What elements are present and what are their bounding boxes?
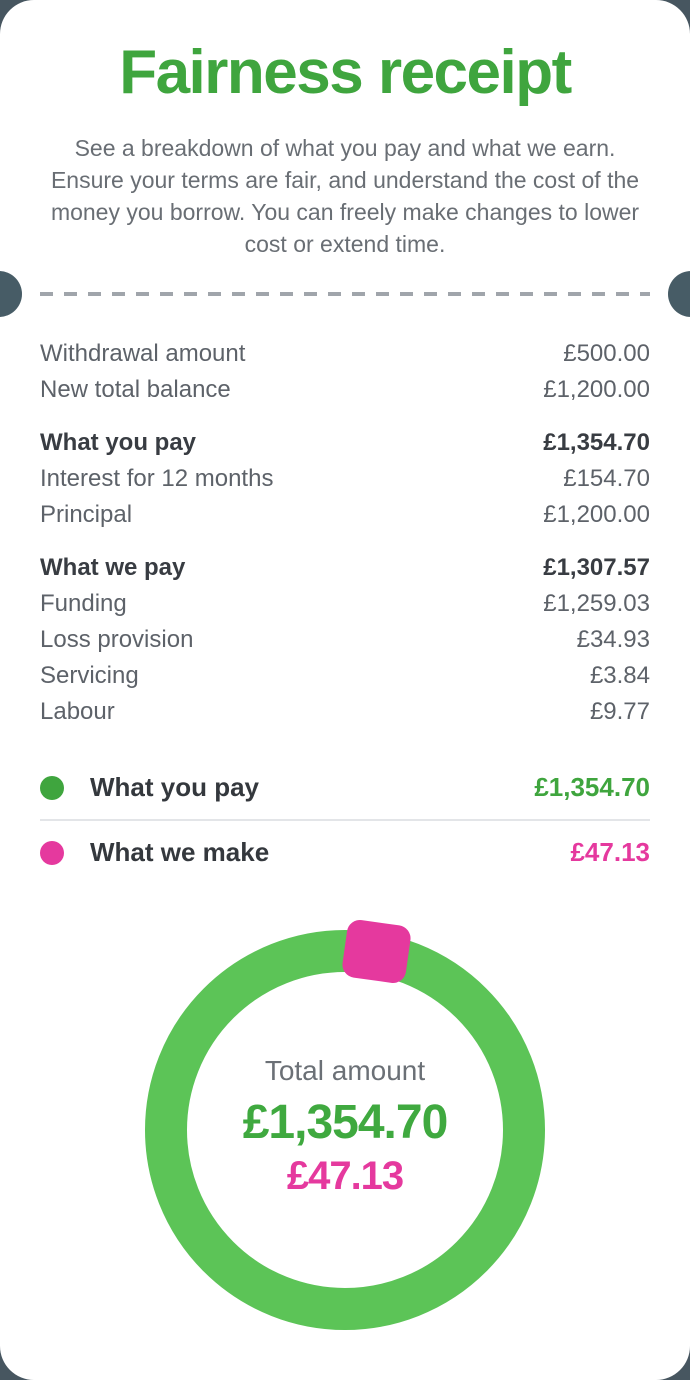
divider: [40, 819, 650, 821]
row-value: £9.77: [589, 698, 650, 725]
legend-item-what-you-pay: What you pay £1,354.70: [40, 756, 650, 819]
legend-value: £47.13: [570, 837, 650, 867]
row-value: £34.93: [576, 626, 650, 653]
row-value: £3.84: [589, 662, 650, 689]
row-label: Labour: [40, 698, 115, 725]
row-label: Servicing: [40, 662, 139, 689]
row-label: New total balance: [40, 376, 231, 403]
legend-label: What we make: [90, 837, 270, 867]
tear-notch-right: [668, 271, 690, 317]
legend-value: £1,354.70: [534, 772, 650, 802]
row-label: Withdrawal amount: [40, 340, 246, 367]
row-value: £154.70: [563, 465, 650, 492]
table-row: Labour £9.77: [40, 694, 650, 730]
donut-caption: Total amount: [264, 1055, 426, 1087]
row-label: Interest for 12 months: [40, 465, 274, 492]
donut-total-what-you-pay: £1,354.70: [242, 1096, 449, 1150]
table-row-subtotal: What we pay £1,307.57: [40, 550, 650, 586]
donut-chart-svg: [145, 920, 545, 1330]
table-row: Servicing £3.84: [40, 658, 650, 694]
donut-chart: Total amount £1,354.70 £47.13: [135, 920, 555, 1340]
green-dot-icon: [40, 775, 64, 800]
row-label: Loss provision: [40, 626, 194, 653]
chart-legend: What you pay £1,354.70 What we make £47.…: [40, 756, 650, 884]
row-value: £1,200.00: [543, 376, 650, 403]
row-label: What we pay: [40, 554, 186, 581]
row-value: £1,307.57: [543, 554, 650, 581]
receipt-tear-separator: [0, 271, 690, 317]
row-label: Principal: [40, 501, 133, 528]
table-row: New total balance £1,200.00: [40, 372, 650, 408]
table-row: Principal £1,200.00: [40, 497, 650, 533]
row-value: £1,354.70: [543, 429, 650, 456]
row-label: What you pay: [40, 429, 197, 456]
page-title: Fairness receipt: [119, 38, 572, 107]
row-value: £1,259.03: [543, 590, 650, 617]
legend-label: What you pay: [90, 772, 260, 802]
legend-item-what-we-make: What we make £47.13: [40, 821, 650, 884]
tear-notch-left: [0, 271, 22, 317]
table-row: Interest for 12 months £154.70: [40, 461, 650, 497]
dashed-line: [40, 292, 650, 296]
breakdown-table: Withdrawal amount £500.00 New total bala…: [40, 336, 650, 730]
table-row: Funding £1,259.03: [40, 586, 650, 622]
page-description: See a breakdown of what you pay and what…: [50, 135, 640, 257]
donut-total-what-we-make: £47.13: [286, 1154, 404, 1199]
row-value: £1,200.00: [543, 501, 650, 528]
table-row: Loss provision £34.93: [40, 622, 650, 658]
donut-segment-what-we-make: [342, 920, 411, 983]
table-row-subtotal: What you pay £1,354.70: [40, 425, 650, 461]
row-label: Funding: [40, 590, 127, 617]
pink-dot-icon: [40, 840, 64, 865]
row-value: £500.00: [563, 340, 650, 367]
table-row: Withdrawal amount £500.00: [40, 336, 650, 372]
donut-center-labels: Total amount £1,354.70 £47.13: [195, 1054, 495, 1200]
